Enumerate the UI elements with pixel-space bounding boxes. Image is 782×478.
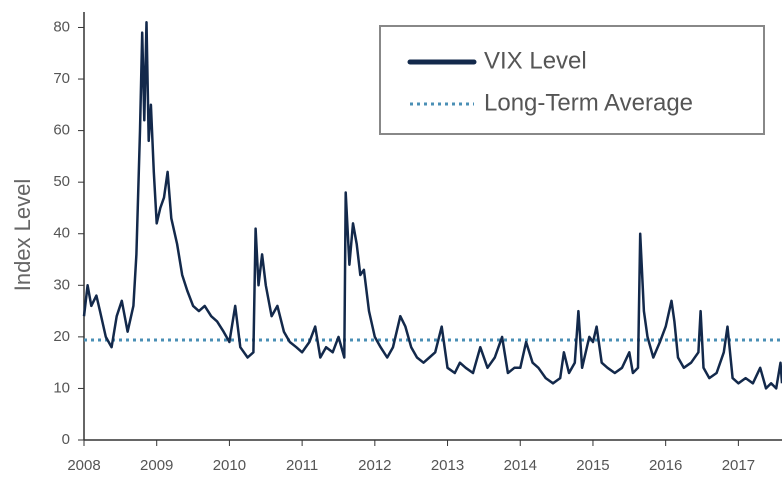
y-tick-label: 60 <box>53 122 70 139</box>
y-tick-label: 40 <box>53 225 70 242</box>
x-tick-label: 2014 <box>504 457 537 474</box>
x-tick-label: 2008 <box>67 457 100 474</box>
legend-label: Long-Term Average <box>484 89 693 116</box>
y-tick-label: 70 <box>53 70 70 87</box>
x-tick-label: 2016 <box>649 457 682 474</box>
y-tick-label: 20 <box>53 328 70 345</box>
series-line <box>82 21 782 390</box>
x-tick-label: 2017 <box>722 457 755 474</box>
legend-box <box>379 25 765 135</box>
y-axis-label: Index Level <box>10 179 35 292</box>
x-tick-label: 2013 <box>431 457 464 474</box>
y-tick-label: 0 <box>62 431 70 448</box>
y-tick-label: 30 <box>53 276 70 293</box>
x-tick-label: 2012 <box>358 457 391 474</box>
x-tick-label: 2009 <box>140 457 173 474</box>
x-tick-label: 2011 <box>286 457 318 474</box>
x-tick-label: 2015 <box>576 457 609 474</box>
y-tick-label: 50 <box>53 173 70 190</box>
y-tick-label: 80 <box>53 18 70 35</box>
x-tick-label: 2010 <box>213 457 246 474</box>
legend-label: VIX Level <box>484 47 587 74</box>
y-tick-label: 10 <box>53 379 70 396</box>
